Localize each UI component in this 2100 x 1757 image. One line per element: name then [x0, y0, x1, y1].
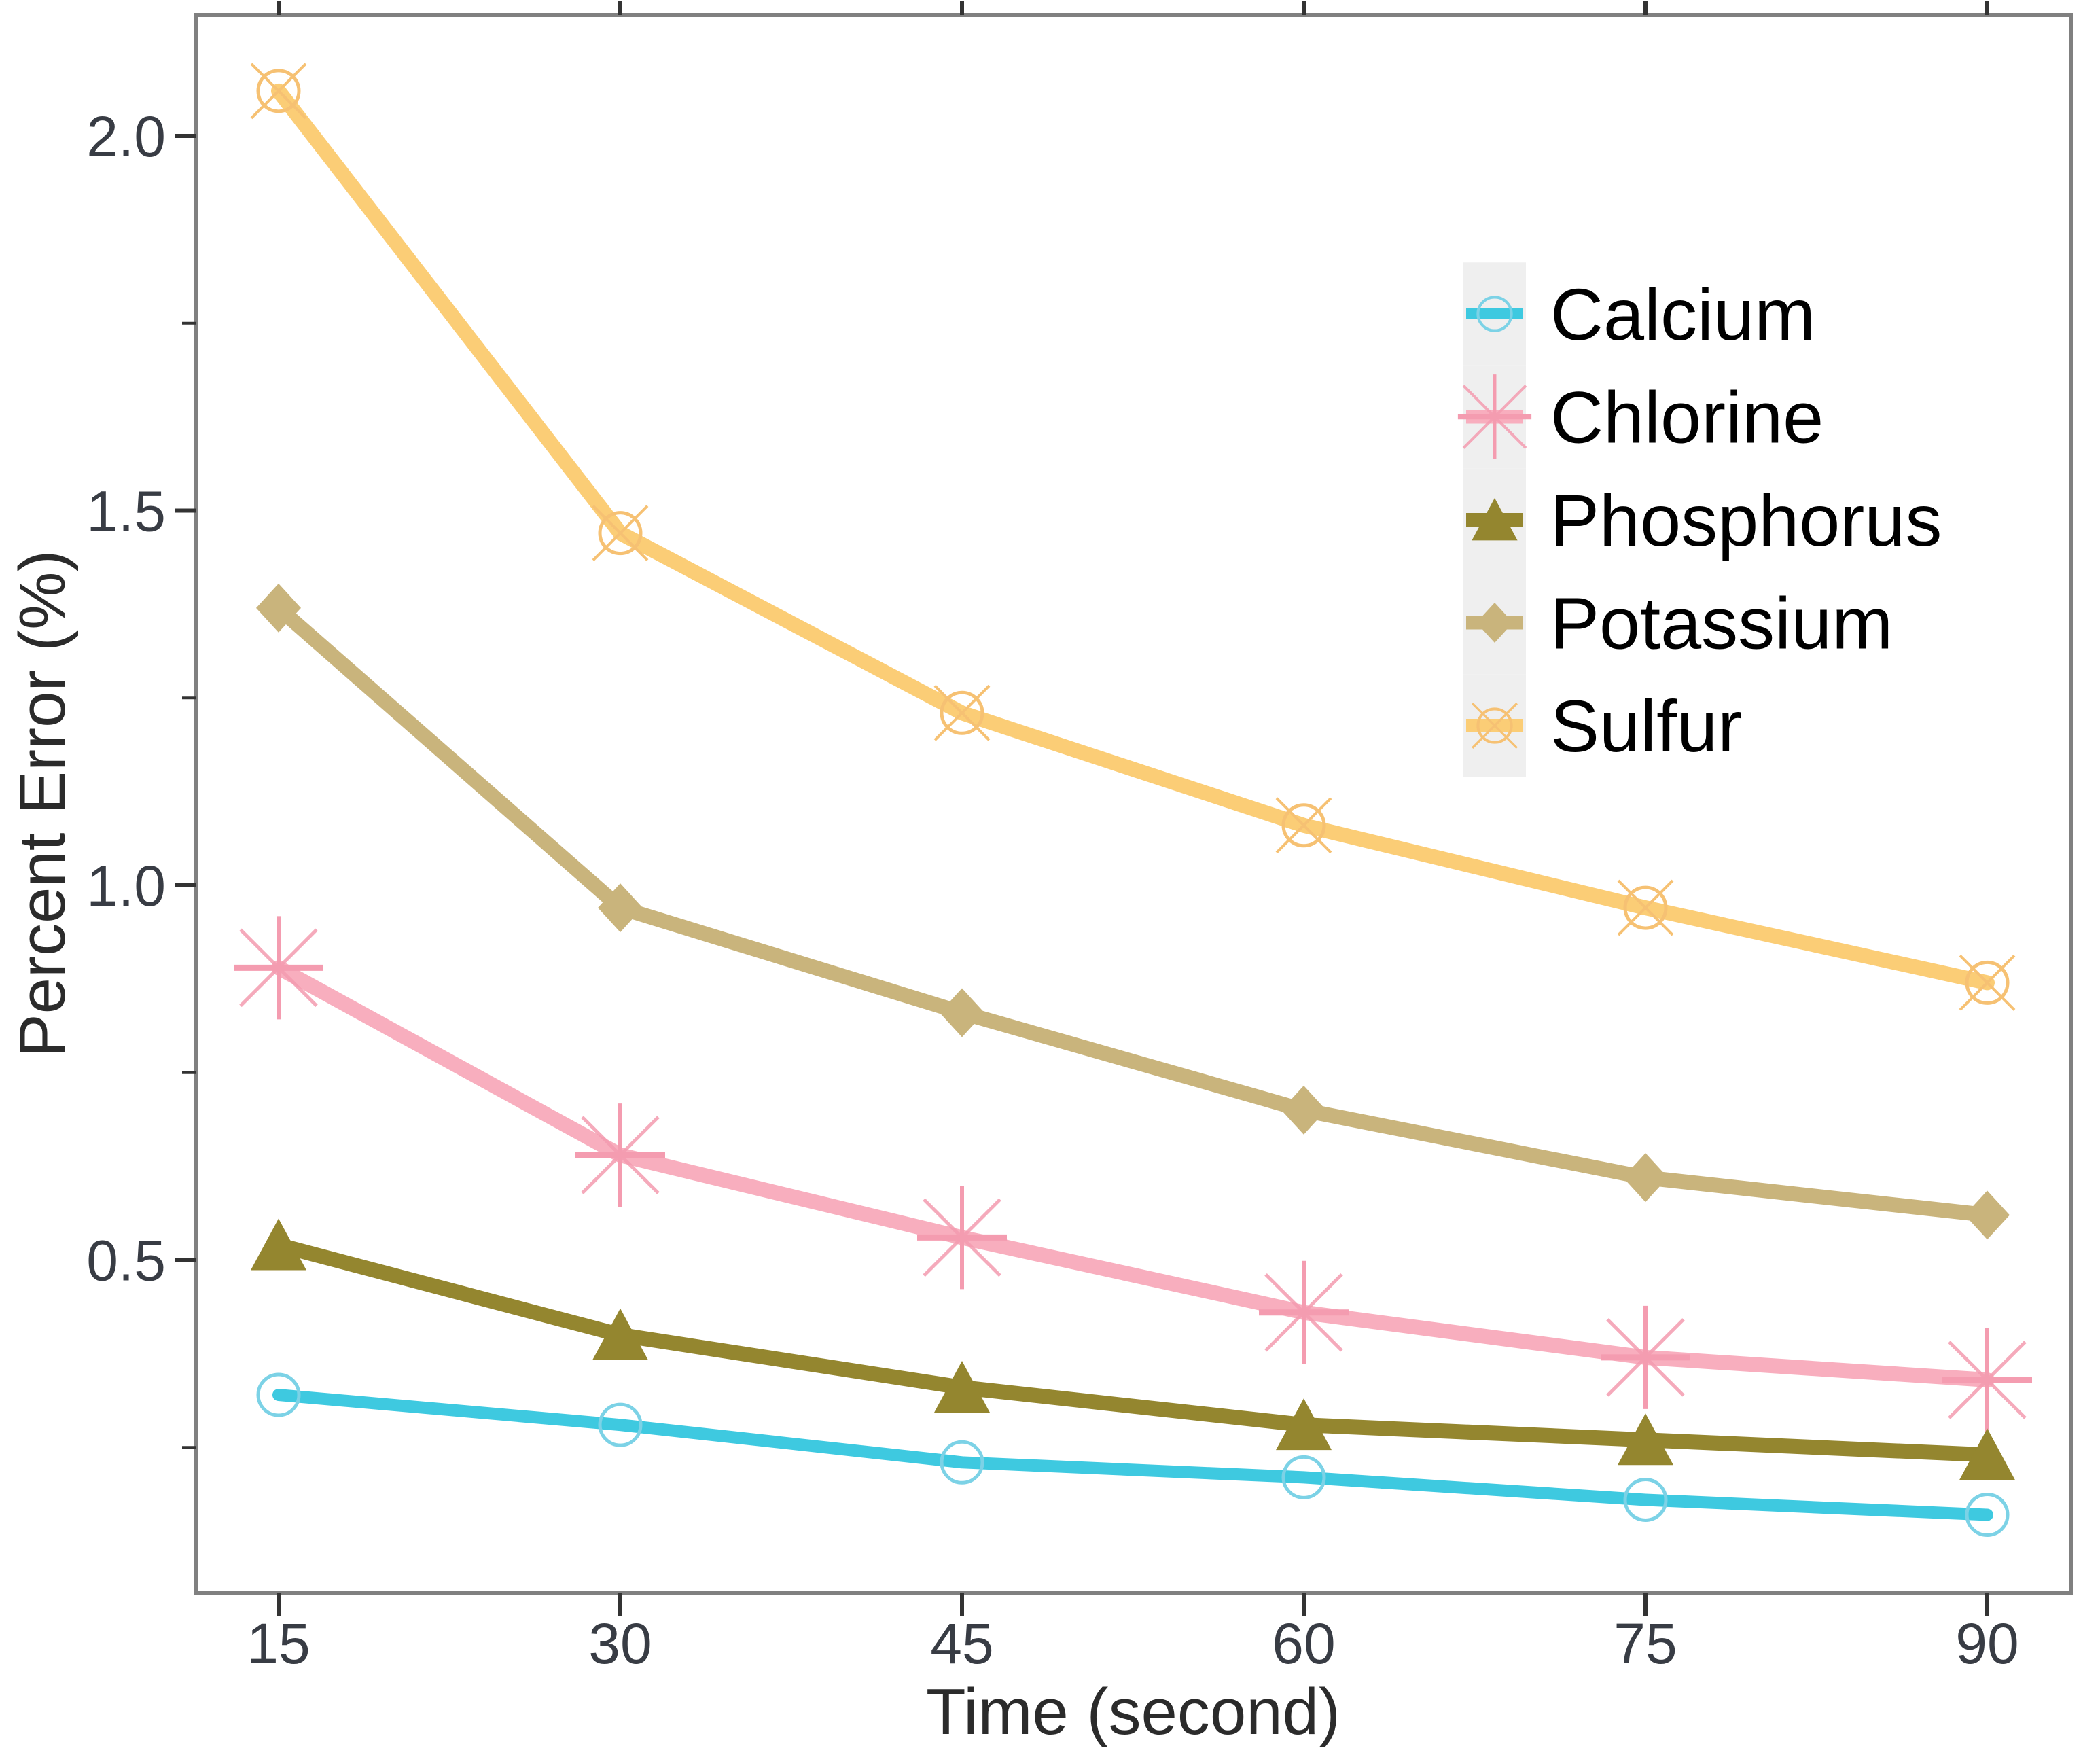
phosphorus-marker [592, 1308, 648, 1360]
series-line-chlorine [271, 960, 1995, 1387]
calcium-marker [940, 1440, 984, 1485]
y-tick-label: 2.0 [86, 105, 166, 168]
sulfur-cross [1472, 703, 1518, 749]
legend-label: Phosphorus [1550, 479, 1942, 561]
y-tick-label: 0.5 [86, 1229, 166, 1293]
series-phosphorus [251, 1218, 2015, 1480]
y-axis-title: Percent Error (%) [6, 550, 79, 1058]
sulfur-marker [592, 505, 649, 562]
sulfur-marker [1472, 703, 1518, 749]
sulfur-circle [940, 690, 984, 735]
series-line-calcium [272, 1389, 1993, 1521]
sulfur-marker [250, 63, 307, 120]
y-tick-label: 1.0 [86, 854, 166, 918]
calcium-marker [1281, 1455, 1326, 1499]
legend-label: Calcium [1550, 273, 1815, 355]
sulfur-marker [1959, 954, 2016, 1011]
chlorine-marker [575, 1103, 665, 1207]
series-line-phosphorus [271, 1237, 1995, 1463]
phosphorus-marker [934, 1361, 990, 1413]
chlorine-marker [1601, 1305, 1690, 1409]
sulfur-cross [933, 684, 991, 741]
series-calcium [256, 1372, 2010, 1538]
sulfur-marker [1275, 797, 1332, 854]
panel-border [194, 13, 2073, 1595]
phosphorus-marker [1276, 1398, 1332, 1451]
potassium-marker [1623, 1153, 1668, 1203]
potassium-marker [1965, 1190, 2010, 1240]
legend-item-phosphorus: Phosphorus [1463, 468, 1942, 571]
sulfur-marker [933, 684, 991, 741]
axis-tick-labels: 15 30 45 60 75 90 0.5 1.0 1.5 2.0 [86, 105, 2019, 1675]
phosphorus-marker [1472, 498, 1518, 541]
legend-item-sulfur: Sulfur [1463, 674, 1742, 777]
asterisk-spoke [1948, 1341, 2027, 1419]
sulfur-cross [1275, 797, 1332, 854]
sulfur-circle [1965, 960, 2010, 1005]
asterisk-spoke [923, 1198, 1001, 1277]
calcium-marker [1476, 296, 1513, 332]
potassium-marker [256, 583, 301, 633]
chlorine-marker [234, 916, 323, 1020]
legend-item-calcium: Calcium [1463, 262, 1815, 366]
calcium-marker [256, 1372, 301, 1417]
sulfur-cross [1959, 954, 2016, 1011]
x-tick-label: 75 [1614, 1612, 1677, 1675]
asterisk-spoke [239, 928, 318, 1008]
x-tick-label: 30 [588, 1612, 652, 1675]
chlorine-marker [917, 1186, 1007, 1290]
series-sulfur [250, 63, 2016, 1011]
sulfur-circle [598, 511, 643, 556]
series-line-sulfur [271, 83, 1995, 991]
potassium-marker [1476, 602, 1514, 643]
potassium-marker [940, 988, 984, 1037]
phosphorus-marker [251, 1218, 306, 1271]
axis-ticks [175, 1, 1989, 1616]
chlorine-marker [1942, 1328, 2032, 1432]
asterisk-spoke [1264, 1273, 1343, 1352]
sulfur-circle [1623, 885, 1668, 930]
potassium-marker [598, 883, 643, 933]
sulfur-circle [1281, 803, 1326, 848]
legend-label: Chlorine [1550, 376, 1823, 459]
sulfur-marker [1617, 879, 1674, 936]
legend-item-potassium: Potassium [1463, 571, 1893, 675]
x-tick-label: 60 [1272, 1612, 1335, 1675]
series-potassium [256, 583, 2010, 1240]
y-tick-label: 1.5 [86, 480, 166, 544]
asterisk-spoke [581, 1116, 660, 1194]
sulfur-circle [1476, 707, 1513, 744]
x-tick-label: 45 [930, 1612, 993, 1675]
legend: Calcium Chlorine Phosphorus Potassium Sulfur [1457, 262, 1942, 777]
legend-label: Potassium [1550, 582, 1893, 664]
series-layer [234, 63, 2032, 1538]
phosphorus-marker [1618, 1413, 1673, 1466]
x-tick-label: 15 [247, 1612, 310, 1675]
sulfur-cross [1617, 879, 1674, 936]
calcium-marker [598, 1402, 643, 1447]
sulfur-cross [250, 63, 307, 120]
asterisk-spoke [1606, 1318, 1685, 1397]
phosphorus-marker [1959, 1428, 2015, 1480]
calcium-marker [1623, 1477, 1668, 1522]
sulfur-circle [256, 69, 301, 113]
series-chlorine [234, 916, 2032, 1432]
x-axis-title: Time (second) [926, 1675, 1340, 1748]
legend-item-chlorine: Chlorine [1457, 365, 1823, 469]
series-line-potassium [271, 600, 1995, 1223]
potassium-marker [1281, 1085, 1326, 1135]
x-tick-label: 90 [1955, 1612, 2018, 1675]
chlorine-marker [1259, 1260, 1349, 1364]
legend-label: Sulfur [1550, 685, 1742, 767]
chlorine-marker [1457, 374, 1532, 459]
calcium-marker [1965, 1493, 2010, 1538]
sulfur-cross [592, 505, 649, 562]
asterisk-spoke [1462, 385, 1527, 449]
